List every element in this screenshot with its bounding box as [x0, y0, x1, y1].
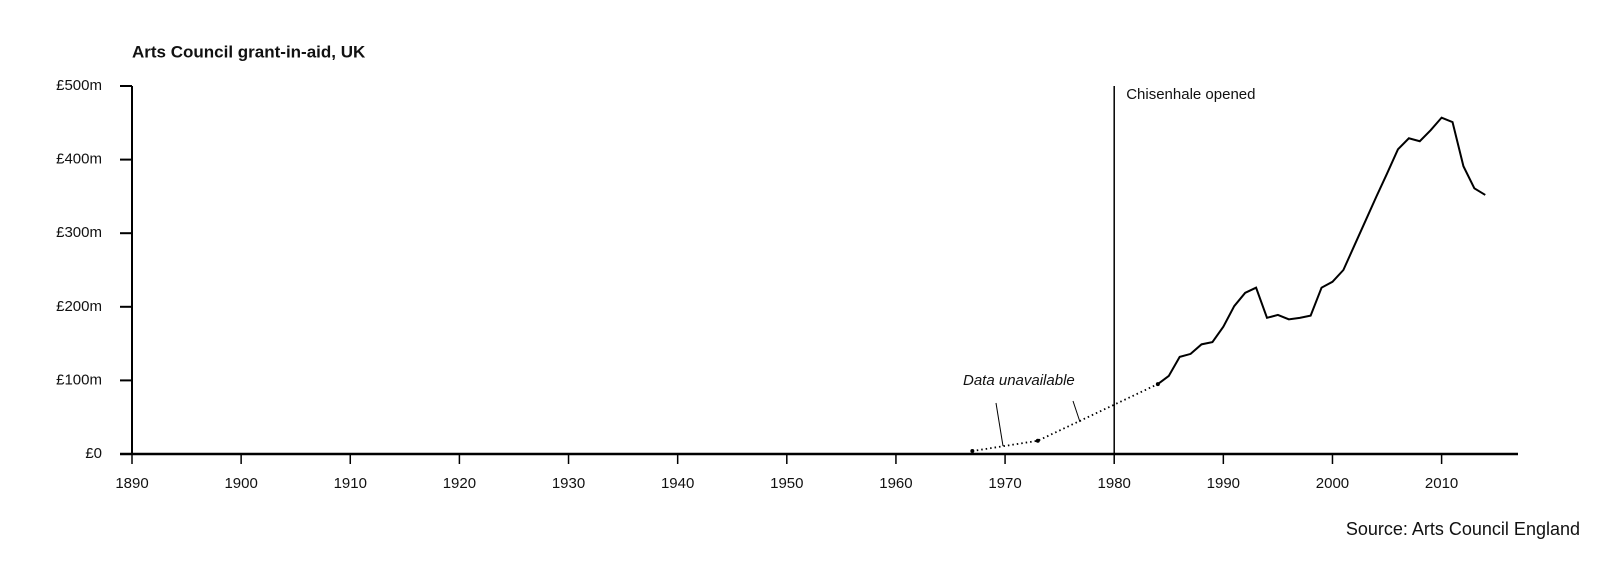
- x-tick-label: 2010: [1425, 475, 1458, 492]
- x-tick-label: 1920: [443, 475, 476, 492]
- x-tick-label: 1940: [661, 475, 694, 492]
- y-tick-label: £500m: [56, 77, 102, 94]
- y-tick-label: £300m: [56, 224, 102, 241]
- x-tick-label: 1990: [1207, 475, 1240, 492]
- x-tick-label: 1910: [334, 475, 367, 492]
- x-tick-label: 1970: [988, 475, 1021, 492]
- x-tick-label: 1900: [224, 475, 257, 492]
- y-tick-label: £400m: [56, 151, 102, 168]
- data-point: [970, 449, 975, 454]
- x-tick-label: 1930: [552, 475, 585, 492]
- annotation-label: Data unavailable: [963, 372, 1075, 389]
- y-tick-label: £200m: [56, 298, 102, 315]
- annotation-pointer: [995, 402, 1004, 447]
- annotation-label: Chisenhale opened: [1126, 86, 1255, 103]
- annotation-pointer: [1072, 400, 1081, 423]
- source-note: Source: Arts Council England: [1346, 519, 1580, 539]
- x-tick-label: 1980: [1098, 475, 1131, 492]
- data-line: [1157, 116, 1486, 385]
- y-tick-label: £100m: [56, 371, 102, 388]
- data-point: [1035, 438, 1040, 443]
- data-line: [972, 383, 1159, 452]
- x-tick-label: 1960: [879, 475, 912, 492]
- y-tick-label: £0: [85, 445, 102, 462]
- x-tick-label: 1950: [770, 475, 803, 492]
- x-tick-label: 1890: [115, 475, 148, 492]
- chart-title: Arts Council grant-in-aid, UK: [132, 42, 366, 61]
- x-tick-label: 2000: [1316, 475, 1349, 492]
